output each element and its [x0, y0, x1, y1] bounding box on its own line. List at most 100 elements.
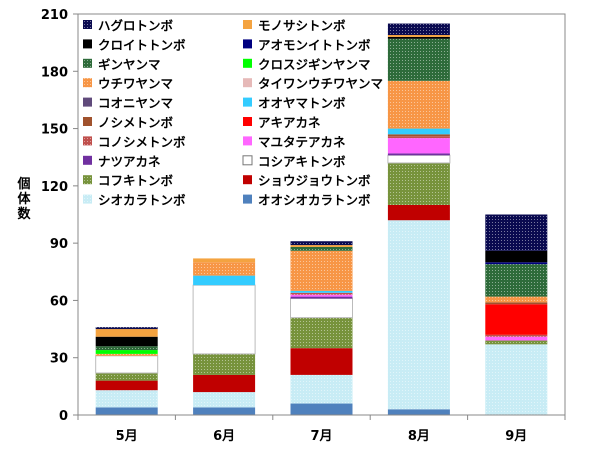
bar-segment: オオシオカラトンボ / 7月: 6 [290, 403, 353, 415]
bar-segment: コフキトンボ / 7月: 16 [290, 317, 353, 349]
bar-segment: ショウジョウトンボ / 6月: 9 [193, 374, 256, 393]
bar-segment: ウチワヤンマ / 5月: 1 [95, 353, 158, 356]
x-tick-label: 9月 [505, 429, 527, 444]
y-tick-label: 60 [50, 294, 68, 309]
bar-segment: ハグロトンボ / 7月: 2 [290, 241, 353, 246]
legend-swatch [243, 97, 252, 107]
y-tick-label: 180 [41, 65, 68, 80]
x-tick-label: 7月 [310, 429, 332, 444]
bar-segment: オオシオカラトンボ / 8月: 3 [387, 409, 450, 415]
bar-segment: シオカラトンボ / 8月: 99 [387, 220, 450, 410]
bar-segment: コシアキトンボ / 8月: 4 [387, 154, 451, 164]
bar-segment: オオヤマトンボ / 8月: 3 [387, 128, 450, 135]
legend-swatch [83, 58, 92, 68]
legend-label: コオニヤンマ [98, 96, 173, 111]
legend-label: クロスジギンヤンマ [258, 57, 371, 72]
legend-swatch [243, 39, 252, 49]
bar-segment: ギンヤンマ / 5月: 2 [95, 346, 158, 351]
bar-segment: オオヤマトンボ / 6月: 5 [193, 275, 256, 286]
bar-segment: コフキトンボ / 9月: 2 [485, 340, 548, 345]
bar-segment: オオシオカラトンボ / 5月: 4 [95, 407, 158, 415]
legend-swatch [243, 194, 252, 204]
legend-label: ナツアカネ [98, 154, 161, 169]
bar-segment: オオヤマトンボ / 7月: 1 [290, 290, 353, 293]
bar-segment: ショウジョウトンボ / 5月: 5 [95, 380, 158, 391]
bar-segment: ショウジョウトンボ / 7月: 14 [290, 348, 353, 375]
legend-swatch [243, 58, 252, 68]
legend-swatch [243, 136, 252, 146]
bar-segment: モノサシトンボ / 8月: 1 [387, 35, 450, 37]
legend-label: コシアキトンボ [258, 154, 346, 169]
legend-label: タイワンウチワヤンマ [258, 76, 383, 91]
legend-swatch [243, 78, 252, 88]
bar-segment: ノシメトンボ / 9月: 1 [485, 302, 548, 305]
bar-segment: コシアキトンボ / 5月: 9 [95, 355, 159, 374]
y-tick-label: 30 [50, 352, 68, 367]
legend-label: モノサシトンボ [258, 18, 346, 33]
legend-label: オオシオカラトンボ [258, 193, 371, 208]
legend-swatch [83, 20, 92, 29]
bar-segment: ギンヤンマ / 9月: 17 [485, 264, 548, 297]
bars-layer: オオシオカラトンボ / 5月: 4シオカラトンボ / 5月: 9ショウジョウトン… [95, 23, 548, 415]
bar-segment: コノシメトンボ / 7月: 1 [290, 292, 353, 295]
bar-segment: コノシメトンボ / 8月: 1 [387, 136, 450, 139]
legend-swatch [83, 194, 92, 204]
legend-swatch [242, 155, 253, 166]
bar-segment: ハグロトンボ / 9月: 19 [485, 214, 548, 251]
legend-swatch [83, 97, 92, 107]
legend-swatch [83, 78, 92, 88]
legend-label: ノシメトンボ [98, 115, 174, 130]
y-tick-label: 150 [41, 123, 68, 138]
legend-label: シオカラトンボ [98, 193, 186, 208]
bar-segment: シオカラトンボ / 6月: 8 [193, 392, 256, 408]
legend-swatch [243, 175, 252, 185]
bar-segment: コノシメトンボ / 9月: 1 [485, 334, 548, 337]
legend-label: ウチワヤンマ [98, 76, 173, 91]
bar-segment: ハグロトンボ / 8月: 6 [387, 23, 450, 36]
bar-segment: ギンヤンマ / 7月: 2 [290, 246, 353, 251]
legend-label: オオヤマトンボ [258, 96, 346, 111]
bar-segment: オオシオカラトンボ / 6月: 4 [193, 407, 256, 415]
bar-segment: コフキトンボ / 6月: 11 [193, 353, 256, 375]
bar-segment: モノサシトンボ / 7月: 1 [290, 245, 353, 247]
y-axis-title: 個体数 [16, 176, 31, 222]
x-tick-label: 6月 [213, 429, 235, 444]
bar-segment: ショウジョウトンボ / 8月: 8 [387, 204, 450, 221]
legend-label: クロイトトンボ [98, 37, 186, 52]
legend-label: ギンヤンマ [98, 57, 161, 72]
bar-segment: コシアキトンボ / 7月: 10 [290, 298, 353, 319]
legend-swatch [83, 117, 92, 126]
bar-segment: シオカラトンボ / 7月: 15 [290, 374, 353, 404]
bar-segment: クロスジギンヤンマ / 5月: 2 [95, 350, 158, 354]
legend-swatch [243, 117, 252, 126]
legend-label: アオモンイトトンボ [258, 37, 371, 52]
bar-segment: シオカラトンボ / 5月: 9 [95, 390, 158, 408]
bar-segment: マユタテアカネ / 9月: 2 [485, 336, 548, 341]
bar-segment: モノサシトンボ / 5月: 4 [95, 329, 158, 337]
axes-layer: 0 30 60 90 120 150 180 210 5月 6月 7月 8月 9月 個体数 [16, 8, 566, 444]
bar-segment: マユタテアカネ / 8月: 8 [387, 138, 450, 154]
y-tick-label: 120 [41, 180, 68, 195]
legend-label: コフキトンボ [98, 173, 174, 188]
bar-segment: ギンヤンマ / 8月: 22 [387, 38, 450, 81]
legend-label: ハグロトンボ [98, 18, 174, 33]
bar-segment: クロイトトンボ / 9月: 6 [485, 250, 548, 263]
bar-segment: クロイトトンボ / 5月: 5 [95, 336, 158, 347]
legend-label: マユタテアカネ [258, 134, 346, 149]
y-tick-label: 210 [41, 8, 68, 23]
bar-segment: ナツアカネ / 8月: 1 [387, 153, 450, 156]
legend-swatch [83, 155, 92, 165]
bar-segment: コフキトンボ / 5月: 4 [95, 372, 158, 381]
bar-segment: ナツアカネ / 7月: 1 [290, 296, 353, 299]
bar-segment: ウチワヤンマ / 7月: 21 [290, 250, 353, 291]
x-tick-label: 5月 [116, 429, 138, 444]
legend-swatch [83, 136, 92, 146]
legend-label: ショウジョウトンボ [258, 173, 371, 188]
bar-segment: アオモンイトトンボ / 9月: 1 [485, 262, 548, 265]
bar-segment: クロイトトンボ / 8月: 1 [387, 36, 450, 39]
bar-segment: ウチワヤンマ / 8月: 25 [387, 80, 450, 129]
legend-label: コノシメトンボ [98, 134, 186, 149]
bar-segment: マユタテアカネ / 7月: 1 [290, 294, 353, 297]
